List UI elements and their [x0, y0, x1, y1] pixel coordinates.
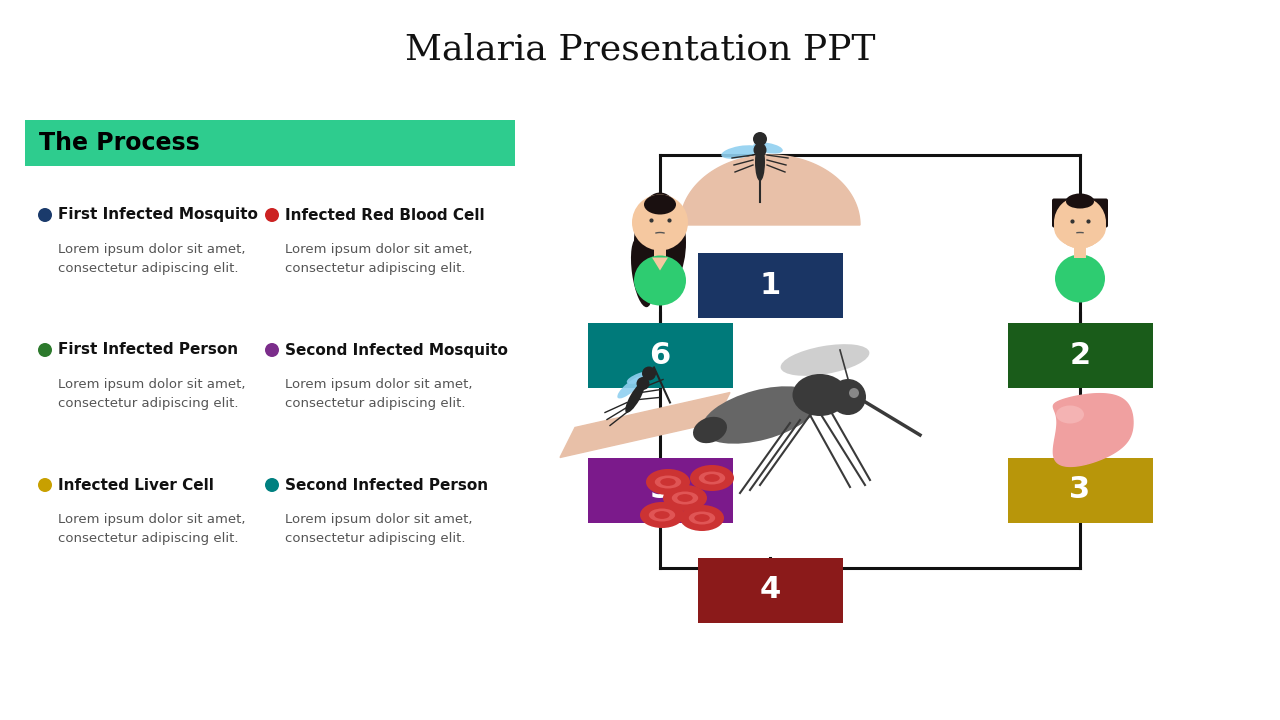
FancyBboxPatch shape	[654, 248, 666, 261]
Ellipse shape	[677, 494, 692, 502]
Ellipse shape	[1053, 207, 1106, 248]
FancyBboxPatch shape	[1052, 199, 1108, 228]
Ellipse shape	[636, 377, 649, 390]
Circle shape	[1053, 197, 1106, 248]
FancyBboxPatch shape	[1007, 323, 1152, 387]
Text: Malaria Presentation PPT: Malaria Presentation PPT	[404, 33, 876, 67]
Ellipse shape	[655, 475, 681, 488]
Circle shape	[38, 208, 52, 222]
FancyBboxPatch shape	[588, 323, 732, 387]
Text: Lorem ipsum dolor sit amet,
consectetur adipiscing elit.: Lorem ipsum dolor sit amet, consectetur …	[285, 378, 472, 410]
Text: First Infected Mosquito: First Infected Mosquito	[58, 207, 257, 222]
Circle shape	[753, 132, 767, 146]
Ellipse shape	[1056, 405, 1084, 423]
Text: Lorem ipsum dolor sit amet,
consectetur adipiscing elit.: Lorem ipsum dolor sit amet, consectetur …	[58, 378, 246, 410]
Polygon shape	[1053, 394, 1133, 467]
Ellipse shape	[1066, 194, 1094, 209]
Ellipse shape	[654, 511, 669, 519]
Ellipse shape	[692, 417, 727, 444]
Text: Infected Liver Cell: Infected Liver Cell	[58, 477, 214, 492]
Ellipse shape	[672, 492, 698, 505]
Text: 3: 3	[1069, 475, 1091, 505]
Circle shape	[632, 194, 689, 251]
Ellipse shape	[631, 238, 653, 307]
Polygon shape	[652, 258, 668, 271]
Circle shape	[265, 343, 279, 357]
Ellipse shape	[704, 474, 719, 482]
Ellipse shape	[634, 256, 686, 305]
FancyBboxPatch shape	[588, 457, 732, 523]
Ellipse shape	[690, 465, 733, 491]
Circle shape	[38, 343, 52, 357]
Text: 5: 5	[649, 475, 671, 505]
Ellipse shape	[617, 377, 643, 398]
Polygon shape	[680, 155, 860, 225]
Ellipse shape	[1065, 194, 1094, 212]
Ellipse shape	[627, 371, 653, 384]
Ellipse shape	[792, 374, 847, 416]
Text: Lorem ipsum dolor sit amet,
consectetur adipiscing elit.: Lorem ipsum dolor sit amet, consectetur …	[58, 243, 246, 275]
Ellipse shape	[694, 514, 709, 522]
Text: 6: 6	[649, 341, 671, 369]
Circle shape	[265, 208, 279, 222]
Text: 1: 1	[759, 271, 781, 300]
Circle shape	[643, 366, 657, 380]
Ellipse shape	[781, 344, 869, 376]
FancyBboxPatch shape	[1074, 248, 1085, 258]
Ellipse shape	[644, 194, 676, 215]
Circle shape	[829, 379, 867, 415]
Circle shape	[265, 478, 279, 492]
Ellipse shape	[753, 143, 783, 153]
Ellipse shape	[755, 143, 765, 181]
Ellipse shape	[1055, 254, 1105, 302]
Ellipse shape	[640, 502, 684, 528]
Ellipse shape	[699, 472, 726, 485]
Ellipse shape	[689, 511, 716, 524]
FancyBboxPatch shape	[698, 253, 842, 318]
Ellipse shape	[660, 478, 676, 486]
Text: 2: 2	[1069, 341, 1091, 369]
Ellipse shape	[649, 508, 676, 521]
FancyBboxPatch shape	[1007, 457, 1152, 523]
Ellipse shape	[754, 143, 767, 157]
Circle shape	[1053, 197, 1106, 248]
Ellipse shape	[646, 469, 690, 495]
Text: Infected Red Blood Cell: Infected Red Blood Cell	[285, 207, 485, 222]
Text: The Process: The Process	[38, 131, 200, 155]
Ellipse shape	[701, 387, 818, 444]
Text: Second Infected Person: Second Infected Person	[285, 477, 488, 492]
Text: First Infected Person: First Infected Person	[58, 343, 238, 358]
Circle shape	[38, 478, 52, 492]
Text: Lorem ipsum dolor sit amet,
consectetur adipiscing elit.: Lorem ipsum dolor sit amet, consectetur …	[58, 513, 246, 545]
Text: Second Infected Mosquito: Second Infected Mosquito	[285, 343, 508, 358]
FancyBboxPatch shape	[26, 120, 515, 166]
Ellipse shape	[625, 382, 645, 413]
Text: 4: 4	[759, 575, 781, 605]
Ellipse shape	[634, 192, 686, 292]
FancyBboxPatch shape	[698, 557, 842, 623]
Text: Lorem ipsum dolor sit amet,
consectetur adipiscing elit.: Lorem ipsum dolor sit amet, consectetur …	[285, 243, 472, 275]
Ellipse shape	[721, 145, 759, 159]
Ellipse shape	[680, 505, 724, 531]
Ellipse shape	[663, 485, 707, 511]
Polygon shape	[561, 392, 730, 457]
Text: Lorem ipsum dolor sit amet,
consectetur adipiscing elit.: Lorem ipsum dolor sit amet, consectetur …	[285, 513, 472, 545]
Circle shape	[849, 388, 859, 398]
